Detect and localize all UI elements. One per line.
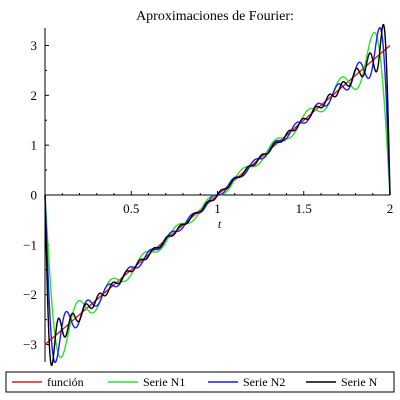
legend-box [5, 371, 395, 393]
y-tick-label: 3 [31, 38, 38, 53]
legend-label: Serie N1 [143, 375, 185, 389]
legend-label: Serie N2 [243, 375, 285, 389]
x-tick-label: 1 [214, 201, 221, 216]
series-layer [44, 23, 391, 367]
x-tick-label: 0.5 [123, 201, 139, 216]
axes: 0.5 1 1.5 2 −3 −2 −1 0 1 2 3 t [23, 28, 393, 362]
y-tick-label: −1 [23, 237, 37, 252]
y-tick-label: 2 [31, 88, 38, 103]
chart-title: Aproximaciones de Fourier: [136, 9, 294, 24]
x-tick-label: 2 [387, 201, 394, 216]
legend-label: Serie N [341, 375, 378, 389]
x-axis-label: t [218, 217, 222, 231]
series-line-serie-n [44, 23, 391, 367]
y-tick-label: −2 [23, 287, 37, 302]
legend: función Serie N1 Serie N2 Serie N [5, 371, 395, 393]
y-tick-label: 1 [31, 138, 38, 153]
x-tick-label: 1.5 [296, 201, 312, 216]
legend-label: función [47, 375, 84, 389]
y-tick-label: −3 [23, 337, 37, 352]
y-tick-label: 0 [31, 188, 38, 203]
